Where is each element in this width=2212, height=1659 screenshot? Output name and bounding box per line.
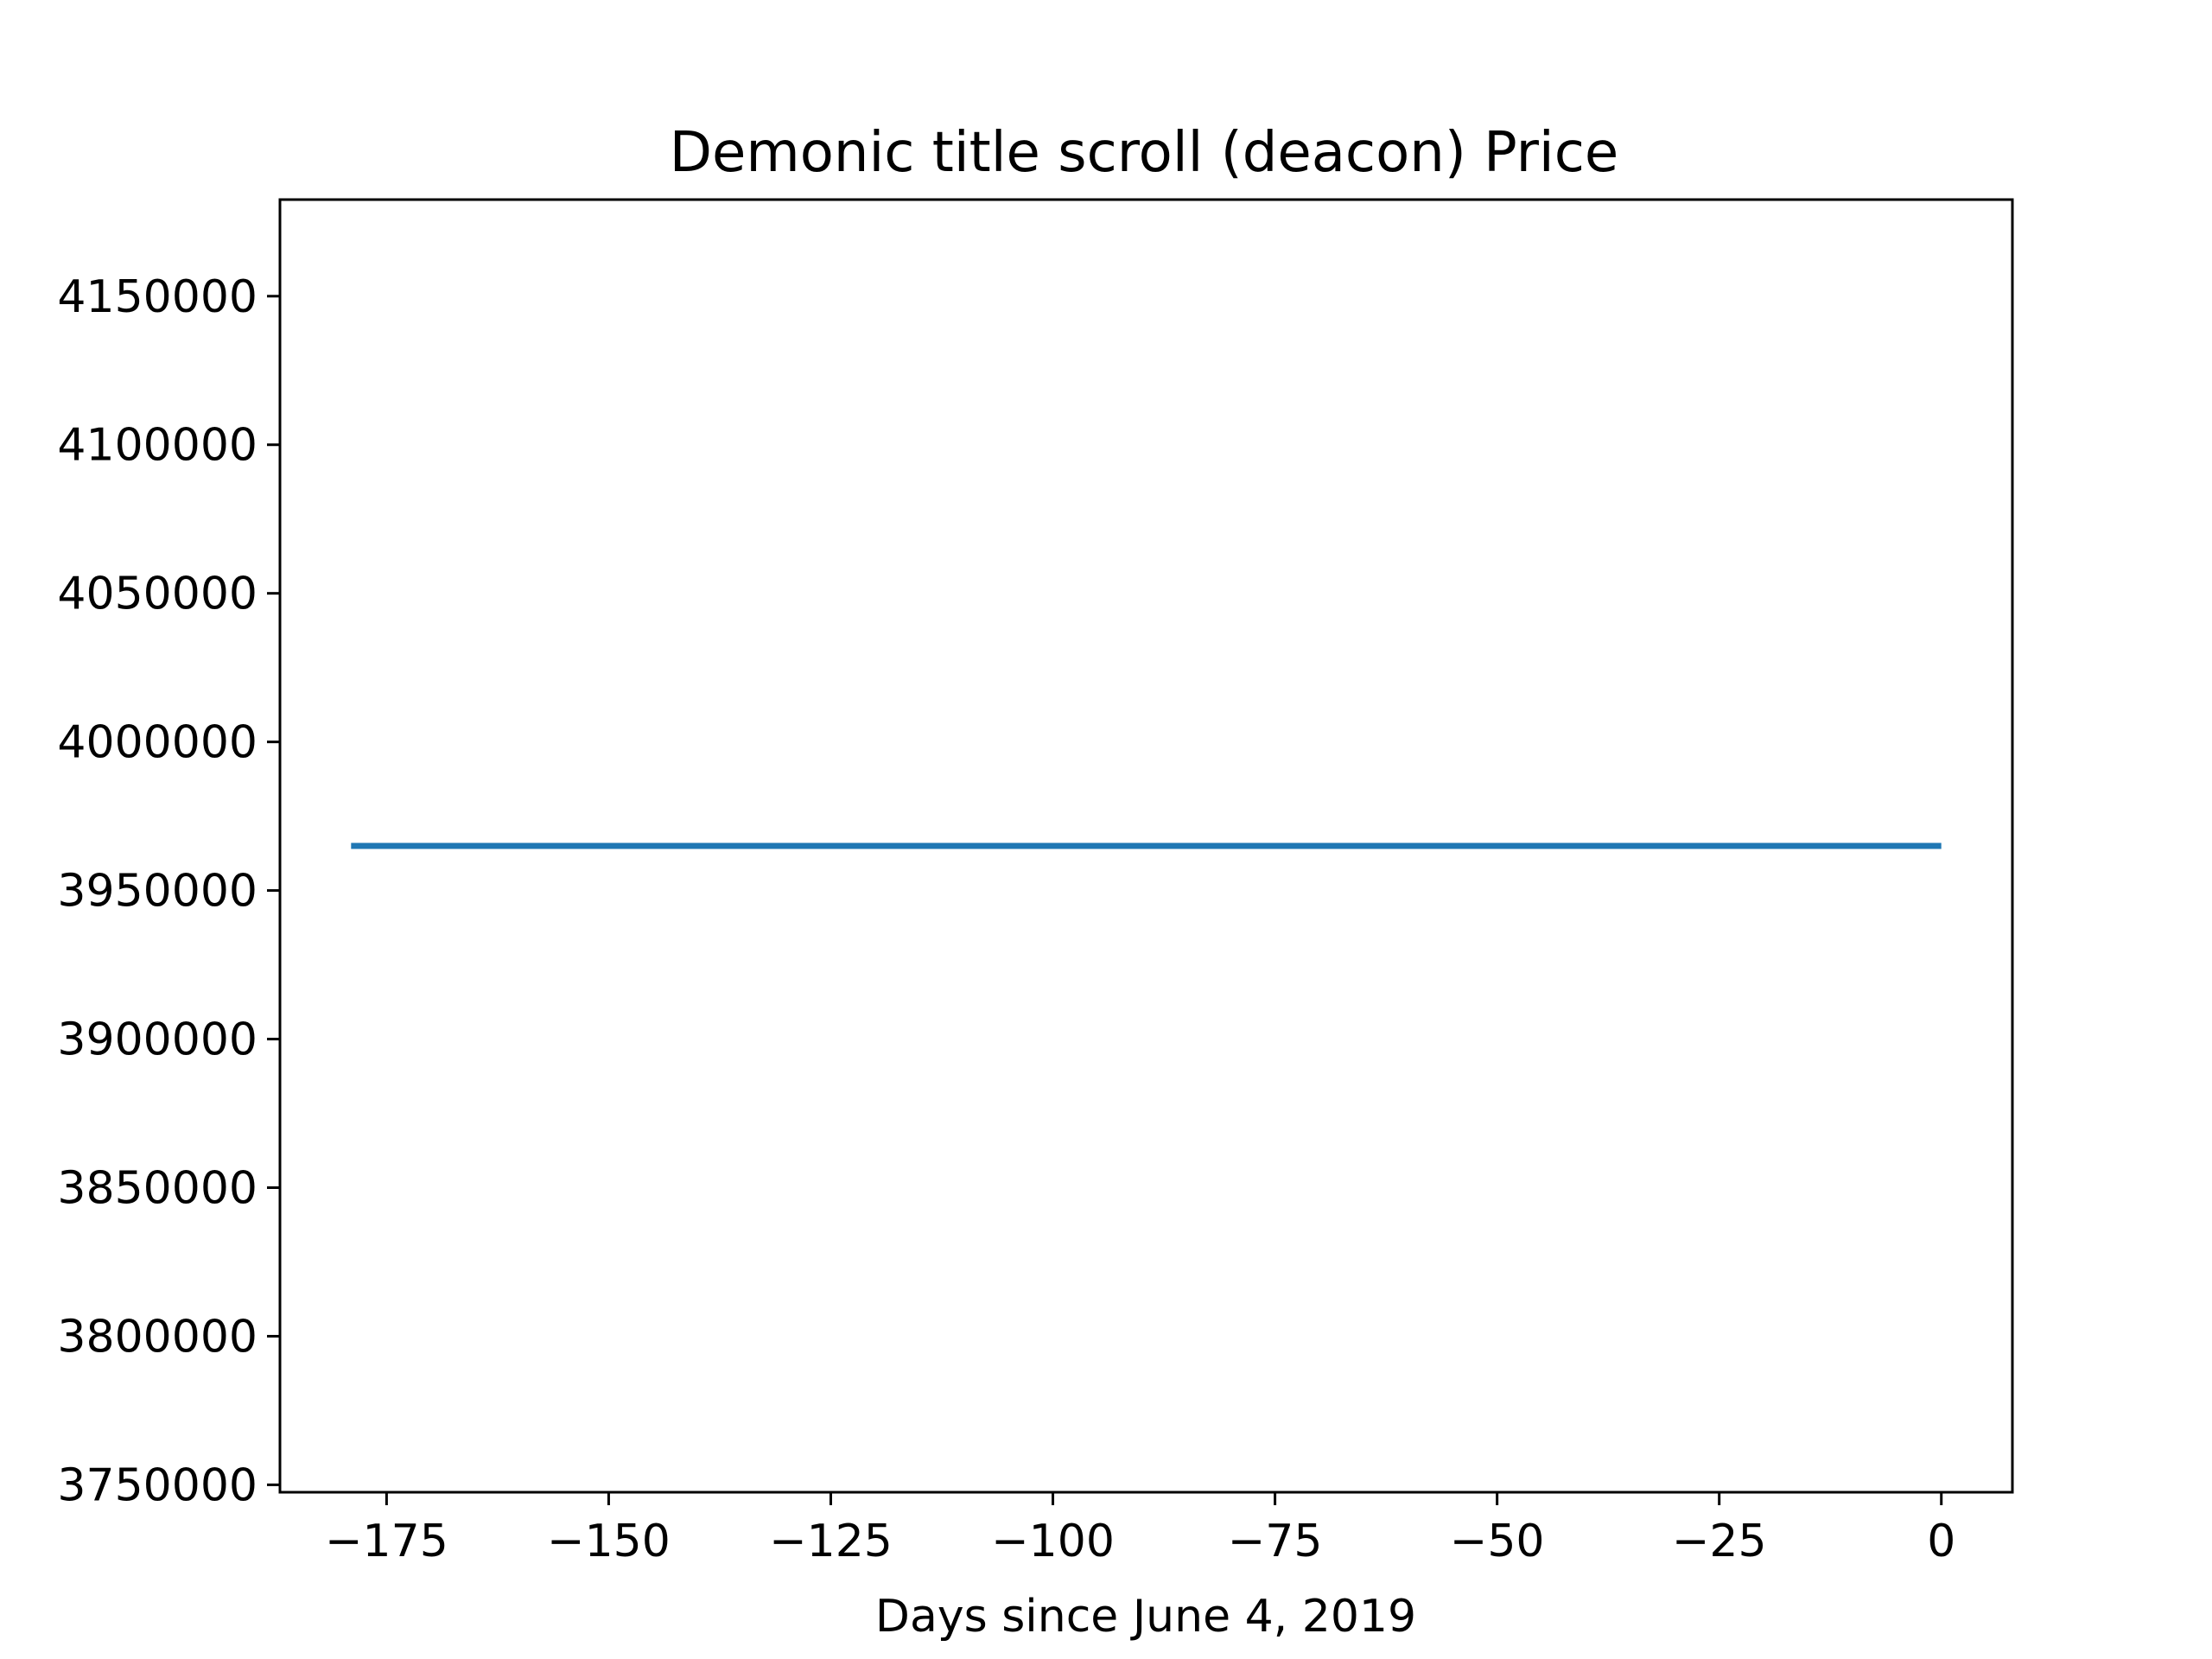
y-tick-label: 4100000: [57, 420, 257, 472]
plot-area-frame: [278, 198, 2014, 1494]
y-tick-label: 3750000: [57, 1459, 257, 1511]
x-tick-label: 0: [1927, 1516, 1955, 1567]
x-axis-ticks: −175 −150 −125 −100 −75 −50 −25 0: [325, 1492, 1955, 1567]
x-tick-label: −75: [1228, 1516, 1323, 1567]
x-tick-label: −125: [769, 1516, 893, 1567]
y-tick-label: 4150000: [57, 271, 257, 323]
y-tick-label: 3950000: [57, 866, 257, 918]
y-tick-label: 3900000: [57, 1014, 257, 1066]
x-tick-label: −100: [991, 1516, 1115, 1567]
y-tick-label: 4000000: [57, 717, 257, 769]
y-axis-ticks: 3750000 3800000 3850000 3900000 3950000 40000…: [57, 271, 280, 1511]
x-tick-label: −150: [547, 1516, 671, 1567]
y-tick-label: 3850000: [57, 1162, 257, 1214]
x-axis-label: Days since June 4, 2019: [875, 1591, 1416, 1643]
y-tick-label: 4050000: [57, 569, 257, 620]
x-tick-label: −50: [1450, 1516, 1545, 1567]
y-tick-label: 3800000: [57, 1311, 257, 1363]
chart-title: Demonic title scroll (deacon) Price: [670, 121, 1619, 185]
x-tick-label: −175: [325, 1516, 448, 1567]
x-tick-label: −25: [1672, 1516, 1767, 1567]
